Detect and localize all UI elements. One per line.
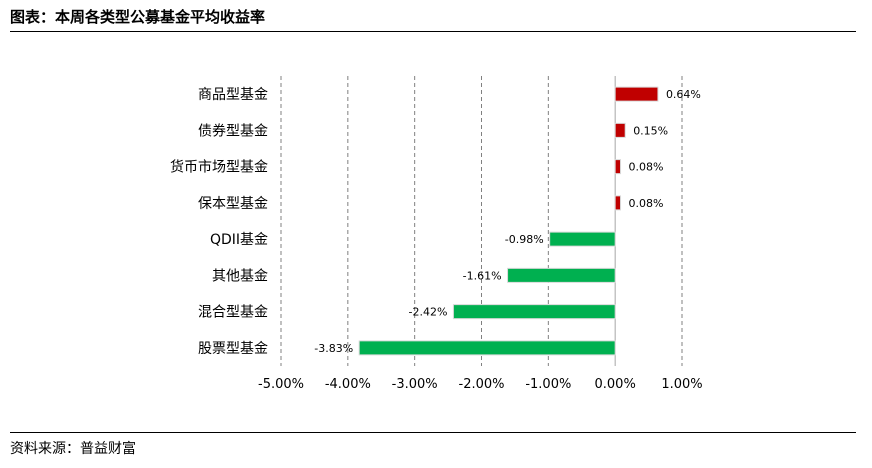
x-tick-label: 0.00% xyxy=(595,377,636,392)
source-note: 资料来源：普益财富 xyxy=(10,441,136,457)
bars xyxy=(358,86,659,356)
axis: -5.00% -4.00% -3.00% -2.00% -1.00% 0.00% 1.00% xyxy=(258,377,703,392)
data-label: -3.83% xyxy=(314,342,353,355)
bar xyxy=(549,231,616,247)
x-tick-label: -5.00% xyxy=(258,377,304,392)
bar xyxy=(507,267,616,283)
data-label: -2.42% xyxy=(409,306,448,319)
category-label: 混合型基金 xyxy=(198,304,268,321)
footer-rule xyxy=(10,432,856,433)
data-label: 0.15% xyxy=(633,124,668,137)
data-label: -1.61% xyxy=(463,269,502,282)
chart-title: 图表：本周各类型公募基金平均收益率 xyxy=(10,8,266,26)
data-label: 0.08% xyxy=(629,197,664,210)
x-tick-label: 1.00% xyxy=(661,377,702,392)
bar xyxy=(614,195,622,211)
category-label: 债券型基金 xyxy=(198,122,268,139)
bar xyxy=(614,122,626,138)
x-tick-label: -1.00% xyxy=(525,377,571,392)
x-tick-label: -2.00% xyxy=(459,377,505,392)
category-label: 商品型基金 xyxy=(198,86,268,103)
category-label: 其他基金 xyxy=(212,267,268,284)
category-label: 货币市场型基金 xyxy=(170,159,268,176)
x-tick-label: -3.00% xyxy=(392,377,438,392)
data-label: -0.98% xyxy=(505,233,544,246)
bar xyxy=(614,159,622,175)
category-label: QDII基金 xyxy=(210,231,268,248)
grid-lines xyxy=(280,76,683,366)
labels: 商品型基金 0.64% 债券型基金 0.15% 货币市场型基金 0.08% 保本型基金 0.0… xyxy=(170,86,701,357)
bar xyxy=(452,304,616,320)
category-label: 保本型基金 xyxy=(198,195,268,212)
title-rule xyxy=(10,31,856,32)
category-label: 股票型基金 xyxy=(198,340,268,357)
data-label: 0.08% xyxy=(629,161,664,174)
data-label: 0.64% xyxy=(666,88,701,101)
x-tick-label: -4.00% xyxy=(325,377,371,392)
bar xyxy=(358,340,616,356)
bar xyxy=(614,86,659,102)
